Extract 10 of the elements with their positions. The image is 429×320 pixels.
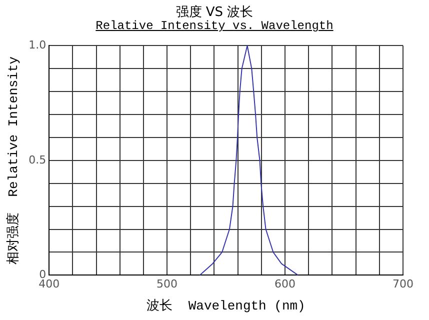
chart-title: 强度 VS 波长 (174, 4, 254, 20)
x-axis-title: 波长 Wavelength (nm) (146, 298, 306, 314)
x-tick-label: 400 (38, 278, 60, 291)
x-tick-label: 500 (156, 278, 178, 291)
y-axis-title: 相对强度 Relative Intensity (5, 56, 22, 264)
y-tick-label: 0.5 (28, 153, 46, 166)
chart-subtitle: Relative Intensity vs. Wavelength (94, 19, 334, 33)
y-tick-label: 1.0 (28, 38, 46, 52)
x-tick-label: 700 (392, 278, 414, 291)
x-tick-label: 600 (274, 278, 296, 291)
